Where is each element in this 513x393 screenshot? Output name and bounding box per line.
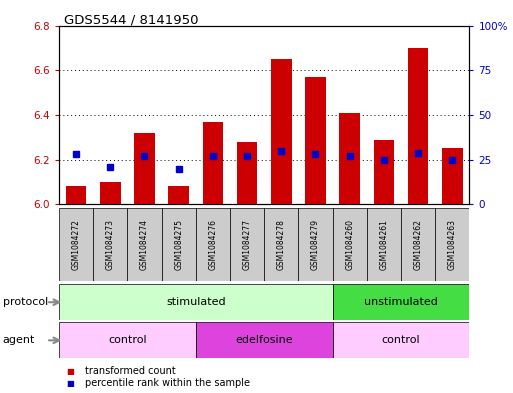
- Text: control: control: [382, 335, 420, 345]
- Bar: [340, 113, 360, 204]
- Bar: [264, 208, 299, 281]
- Text: percentile rank within the sample: percentile rank within the sample: [85, 378, 250, 388]
- Text: GSM1084261: GSM1084261: [380, 219, 388, 270]
- Text: GSM1084279: GSM1084279: [311, 219, 320, 270]
- Text: stimulated: stimulated: [166, 297, 226, 307]
- Text: ■: ■: [67, 367, 74, 376]
- Text: unstimulated: unstimulated: [364, 297, 438, 307]
- Bar: [66, 187, 86, 204]
- Text: GSM1084278: GSM1084278: [277, 219, 286, 270]
- Bar: [408, 48, 428, 204]
- Bar: [196, 208, 230, 281]
- Bar: [196, 322, 332, 358]
- Text: GSM1084263: GSM1084263: [448, 219, 457, 270]
- Text: GSM1084273: GSM1084273: [106, 219, 115, 270]
- Bar: [332, 322, 469, 358]
- Bar: [237, 142, 258, 204]
- Bar: [59, 284, 332, 320]
- Bar: [435, 208, 469, 281]
- Text: GSM1084262: GSM1084262: [413, 219, 423, 270]
- Text: GSM1084274: GSM1084274: [140, 219, 149, 270]
- Bar: [162, 208, 196, 281]
- Bar: [332, 284, 469, 320]
- Bar: [100, 182, 121, 204]
- Text: GSM1084275: GSM1084275: [174, 219, 183, 270]
- Bar: [332, 208, 367, 281]
- Bar: [230, 208, 264, 281]
- Text: GSM1084260: GSM1084260: [345, 219, 354, 270]
- Bar: [59, 208, 93, 281]
- Bar: [305, 77, 326, 204]
- Bar: [168, 187, 189, 204]
- Text: control: control: [108, 335, 147, 345]
- Text: GDS5544 / 8141950: GDS5544 / 8141950: [64, 14, 199, 27]
- Bar: [127, 208, 162, 281]
- Bar: [59, 322, 196, 358]
- Bar: [134, 133, 155, 204]
- Bar: [401, 208, 435, 281]
- Text: GSM1084272: GSM1084272: [72, 219, 81, 270]
- Bar: [442, 149, 463, 204]
- Text: ■: ■: [67, 379, 74, 387]
- Text: edelfosine: edelfosine: [235, 335, 293, 345]
- Bar: [373, 140, 394, 204]
- Bar: [367, 208, 401, 281]
- Text: GSM1084277: GSM1084277: [243, 219, 251, 270]
- Bar: [299, 208, 332, 281]
- Text: agent: agent: [3, 335, 35, 345]
- Bar: [93, 208, 127, 281]
- Text: protocol: protocol: [3, 297, 48, 307]
- Bar: [271, 59, 291, 204]
- Text: transformed count: transformed count: [85, 366, 175, 376]
- Bar: [203, 122, 223, 204]
- Text: GSM1084276: GSM1084276: [208, 219, 218, 270]
